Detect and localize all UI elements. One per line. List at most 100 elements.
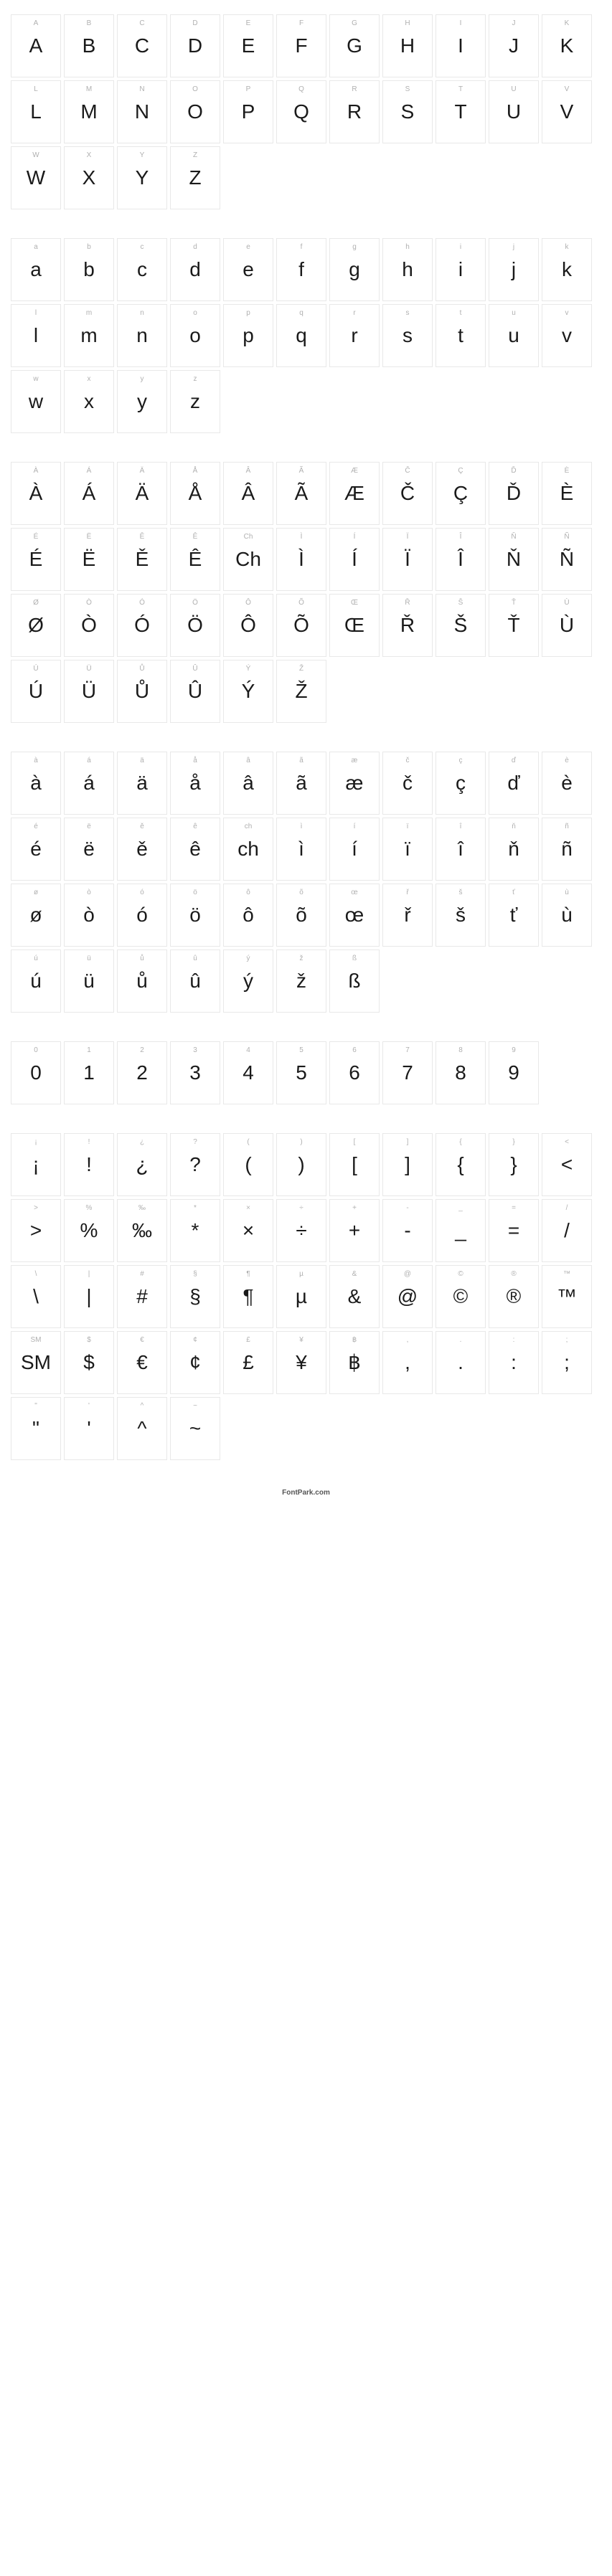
glyph-cell: 00 xyxy=(11,1041,61,1104)
glyph-display: ™ xyxy=(557,1284,577,1309)
glyph-label: C xyxy=(139,19,144,28)
glyph-cell: KK xyxy=(542,14,592,77)
glyph-label: $ xyxy=(87,1336,91,1345)
glyph-cell: ## xyxy=(117,1265,167,1328)
glyph-display: J xyxy=(509,34,519,58)
glyph-label: t xyxy=(460,309,462,318)
glyph-label: Ó xyxy=(139,599,145,607)
glyph-cell: öö xyxy=(170,884,220,947)
glyph-cell: ëë xyxy=(64,818,114,881)
glyph-label: á xyxy=(87,757,91,765)
glyph-cell: ¡¡ xyxy=(11,1133,61,1196)
glyph-cell: øø xyxy=(11,884,61,947)
glyph-cell: (( xyxy=(223,1133,273,1196)
glyph-label: § xyxy=(193,1270,197,1279)
glyph-label: é xyxy=(34,823,38,831)
glyph-cell: ©© xyxy=(436,1265,486,1328)
glyph-display: & xyxy=(348,1284,362,1309)
glyph-label: Î xyxy=(460,533,462,541)
glyph-display: Ä xyxy=(136,481,149,506)
glyph-display: G xyxy=(347,34,362,58)
glyph-display: l xyxy=(34,323,38,348)
glyph-display: i xyxy=(458,257,463,282)
glyph-cell: ÈÈ xyxy=(542,462,592,525)
glyph-label: J xyxy=(512,19,516,28)
glyph-display: F xyxy=(295,34,307,58)
glyph-cell: ÀÀ xyxy=(11,462,61,525)
glyph-label: ~ xyxy=(193,1402,197,1411)
glyph-display: ů xyxy=(136,969,148,993)
glyph-display: [ xyxy=(352,1152,357,1177)
glyph-cell: êê xyxy=(170,818,220,881)
glyph-label: B xyxy=(87,19,92,28)
glyph-display: × xyxy=(243,1218,254,1243)
glyph-display: Á xyxy=(83,481,96,506)
glyph-display: X xyxy=(83,166,96,190)
glyph-display: 6 xyxy=(349,1061,360,1085)
glyph-label: ü xyxy=(87,955,91,963)
glyph-display: ê xyxy=(189,837,201,861)
glyph-display: t xyxy=(458,323,463,348)
glyph-display: \ xyxy=(33,1284,39,1309)
glyph-label: h xyxy=(405,243,410,252)
glyph-cell: ll xyxy=(11,304,61,367)
glyph-cell: üü xyxy=(64,950,114,1013)
glyph-cell: 66 xyxy=(329,1041,380,1104)
glyph-label: % xyxy=(86,1204,93,1213)
glyph-label: ; xyxy=(566,1336,568,1345)
glyph-display: x xyxy=(84,389,94,414)
glyph-label: è xyxy=(565,757,569,765)
glyph-cell: WW xyxy=(11,146,61,209)
glyph-label: H xyxy=(405,19,410,28)
glyph-cell: 22 xyxy=(117,1041,167,1104)
glyph-cell: GG xyxy=(329,14,380,77)
glyph-display: Ï xyxy=(405,547,410,572)
glyph-display: Î xyxy=(458,547,463,572)
glyph-display: Y xyxy=(136,166,149,190)
glyph-cell: çç xyxy=(436,752,486,815)
glyph-label: ď xyxy=(512,757,516,765)
glyph-cell: ÝÝ xyxy=(223,660,273,723)
glyph-label: U xyxy=(511,85,516,94)
glyph-display: £ xyxy=(243,1350,254,1375)
glyph-label: Ě xyxy=(140,533,145,541)
glyph-cell: oo xyxy=(170,304,220,367)
section-lowercase-accented: ààááääååââããææččççďďèèééëëěěêêchchììííïï… xyxy=(11,752,601,1013)
glyph-cell: ČČ xyxy=(382,462,433,525)
glyph-cell: ææ xyxy=(329,752,380,815)
glyph-display: / xyxy=(564,1218,570,1243)
glyph-display: D xyxy=(188,34,202,58)
glyph-display: è xyxy=(561,771,573,795)
glyph-cell: ££ xyxy=(223,1331,273,1394)
glyph-label: ú xyxy=(34,955,38,963)
glyph-cell: ØØ xyxy=(11,594,61,657)
glyph-cell: ]] xyxy=(382,1133,433,1196)
glyph-label: # xyxy=(140,1270,144,1279)
glyph-cell: ìì xyxy=(276,818,326,881)
glyph-label: í xyxy=(354,823,356,831)
glyph-display: ö xyxy=(189,903,201,927)
glyph-label: Ø xyxy=(33,599,39,607)
glyph-display: Č xyxy=(400,481,415,506)
glyph-display: Å xyxy=(189,481,202,506)
glyph-cell: ÆÆ xyxy=(329,462,380,525)
glyph-cell: ++ xyxy=(329,1199,380,1262)
glyph-display: õ xyxy=(296,903,307,927)
glyph-display: Ê xyxy=(189,547,202,572)
glyph-display: æ xyxy=(346,771,364,795)
glyph-cell: ôô xyxy=(223,884,273,947)
glyph-display: ť xyxy=(510,903,518,927)
glyph-display: 7 xyxy=(402,1061,413,1085)
glyph-label: > xyxy=(34,1204,38,1213)
glyph-display: Ž xyxy=(295,679,307,704)
glyph-cell: ÉÉ xyxy=(11,528,61,591)
glyph-cell: ChCh xyxy=(223,528,273,591)
glyph-label: ô xyxy=(246,889,250,897)
glyph-label: ? xyxy=(193,1138,197,1147)
glyph-display: SM xyxy=(21,1350,51,1375)
glyph-label: ^ xyxy=(141,1402,144,1411)
glyph-label: E xyxy=(246,19,251,28)
glyph-display: ! xyxy=(86,1152,92,1177)
glyph-cell: ĚĚ xyxy=(117,528,167,591)
glyph-cell: žž xyxy=(276,950,326,1013)
